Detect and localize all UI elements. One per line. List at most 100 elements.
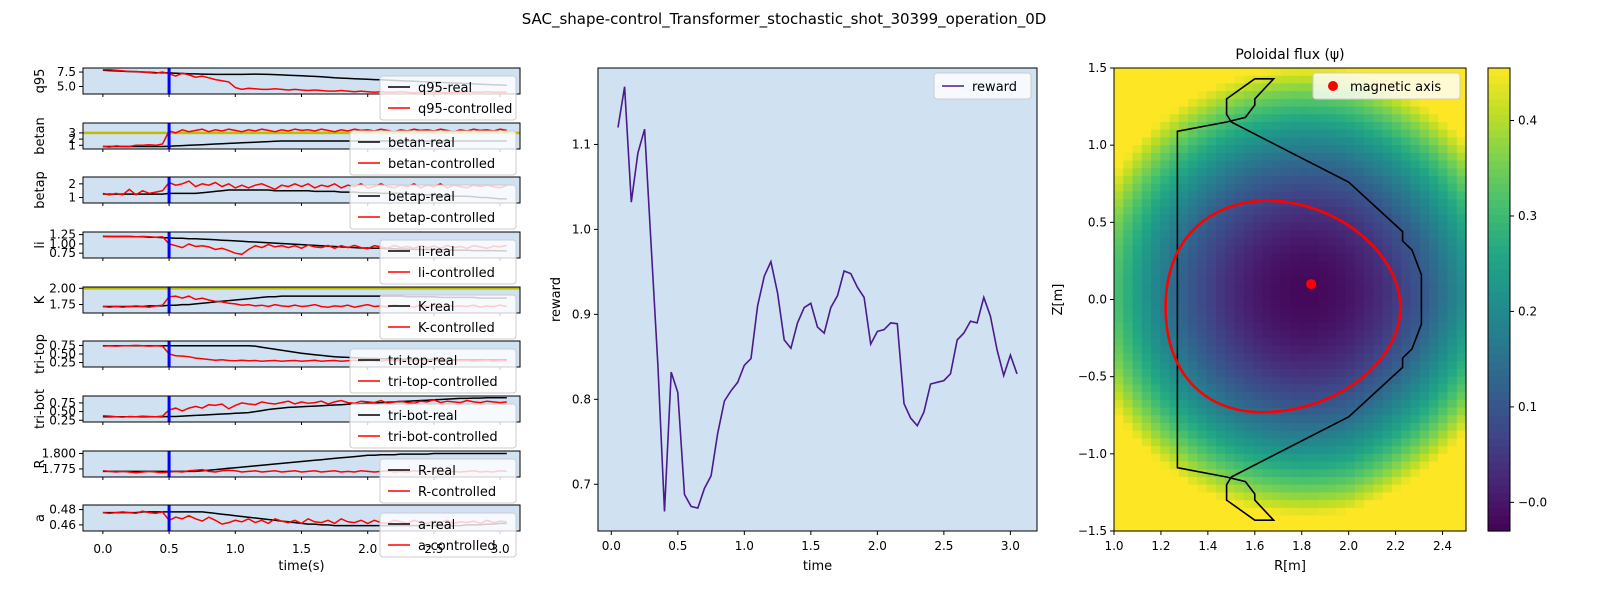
flux-cell bbox=[1178, 91, 1189, 100]
flux-cell bbox=[1225, 284, 1236, 293]
flux-cell bbox=[1262, 392, 1273, 401]
flux-cell bbox=[1345, 114, 1356, 123]
flux-cell bbox=[1151, 183, 1161, 193]
flux-cell bbox=[1364, 230, 1374, 239]
flux-cell bbox=[1123, 492, 1134, 501]
flux-cell bbox=[1234, 75, 1245, 85]
ylabel: betap bbox=[33, 171, 48, 209]
flux-cell bbox=[1373, 361, 1384, 370]
flux-cell bbox=[1456, 515, 1467, 524]
flux-cell bbox=[1438, 160, 1449, 169]
flux-cell bbox=[1401, 353, 1412, 362]
legend-label-controlled: betan-controlled bbox=[388, 157, 495, 172]
flux-cell bbox=[1308, 114, 1319, 123]
flux-cell bbox=[1178, 191, 1189, 200]
flux-cell bbox=[1345, 245, 1356, 254]
flux-cell bbox=[1141, 160, 1152, 169]
flux-cell bbox=[1401, 484, 1412, 494]
flux-cell bbox=[1354, 222, 1365, 231]
flux-cell bbox=[1262, 245, 1273, 254]
flux-cell bbox=[1364, 276, 1374, 285]
flux-cell bbox=[1114, 314, 1124, 324]
flux-cell bbox=[1354, 515, 1365, 524]
flux-cell bbox=[1345, 446, 1356, 455]
flux-cell bbox=[1382, 322, 1393, 331]
flux-cell bbox=[1262, 129, 1273, 139]
flux-cell bbox=[1197, 199, 1208, 208]
ytick-label: 1.0 bbox=[1088, 138, 1107, 152]
flux-cell bbox=[1188, 299, 1198, 308]
flux-cell bbox=[1188, 137, 1198, 146]
ytick-label: 2 bbox=[68, 132, 76, 146]
flux-cell bbox=[1151, 137, 1161, 146]
flux-cell bbox=[1169, 515, 1180, 524]
flux-cell bbox=[1197, 245, 1208, 254]
flux-cell bbox=[1243, 222, 1254, 231]
flux-cell bbox=[1354, 145, 1365, 154]
flux-cell bbox=[1317, 330, 1328, 339]
flux-cell bbox=[1354, 322, 1365, 331]
flux-cell bbox=[1317, 415, 1328, 424]
flux-cell bbox=[1188, 83, 1198, 92]
flux-cell bbox=[1243, 469, 1254, 478]
flux-cell bbox=[1169, 399, 1180, 409]
flux-cell bbox=[1299, 330, 1310, 339]
flux-cell bbox=[1178, 476, 1189, 486]
flux-cell bbox=[1456, 129, 1467, 139]
flux-cell bbox=[1206, 338, 1217, 347]
flux-cell bbox=[1317, 430, 1328, 439]
flux-cell bbox=[1382, 484, 1393, 494]
flux-cell bbox=[1262, 330, 1273, 339]
flux-cell bbox=[1262, 176, 1273, 185]
flux-cell bbox=[1410, 114, 1421, 123]
flux-cell bbox=[1317, 122, 1328, 131]
flux-cell bbox=[1336, 446, 1347, 455]
flux-cell bbox=[1428, 160, 1439, 169]
flux-cell bbox=[1132, 476, 1143, 486]
flux-cell bbox=[1382, 152, 1393, 162]
flux-cell bbox=[1234, 191, 1245, 200]
flux-cell bbox=[1299, 253, 1310, 262]
flux-cell bbox=[1123, 191, 1134, 200]
colorbar-band bbox=[1488, 199, 1510, 208]
flux-cell bbox=[1141, 422, 1152, 432]
flux-cell bbox=[1438, 307, 1449, 316]
flux-cell bbox=[1317, 245, 1328, 254]
flux-cell bbox=[1401, 330, 1412, 339]
flux-cell bbox=[1178, 384, 1189, 393]
flux-cell bbox=[1290, 245, 1300, 254]
flux-cell bbox=[1345, 106, 1356, 115]
flux-cell bbox=[1178, 322, 1189, 331]
flux-cell bbox=[1225, 299, 1236, 308]
ylabel: q95 bbox=[33, 69, 48, 94]
flux-cell bbox=[1114, 422, 1124, 432]
flux-cell bbox=[1280, 168, 1291, 177]
flux-cell bbox=[1438, 284, 1449, 293]
flux-cell bbox=[1234, 129, 1245, 139]
flux-cell bbox=[1438, 68, 1449, 77]
flux-cell bbox=[1160, 484, 1171, 494]
flux-cell bbox=[1317, 361, 1328, 370]
flux-cell bbox=[1419, 407, 1430, 416]
flux-cell bbox=[1197, 361, 1208, 370]
flux-cell bbox=[1141, 199, 1152, 208]
flux-cell bbox=[1438, 199, 1449, 208]
flux-cell bbox=[1336, 129, 1347, 139]
flux-cell bbox=[1132, 291, 1143, 301]
flux-cell bbox=[1215, 361, 1226, 370]
flux-cell bbox=[1327, 507, 1337, 517]
flux-cell bbox=[1132, 114, 1143, 123]
flux-cell bbox=[1151, 245, 1161, 254]
xtick-label: 0.5 bbox=[160, 542, 179, 556]
flux-cell bbox=[1271, 245, 1282, 254]
flux-cell bbox=[1428, 484, 1439, 494]
flux-cell bbox=[1382, 114, 1393, 123]
colorbar-band bbox=[1488, 206, 1510, 216]
flux-cell bbox=[1280, 160, 1291, 169]
flux-cell bbox=[1215, 260, 1226, 270]
flux-cell bbox=[1428, 438, 1439, 447]
xtick-label: 3.0 bbox=[491, 542, 510, 556]
flux-cell bbox=[1336, 399, 1347, 409]
flux-cell bbox=[1132, 361, 1143, 370]
flux-cell bbox=[1336, 199, 1347, 208]
